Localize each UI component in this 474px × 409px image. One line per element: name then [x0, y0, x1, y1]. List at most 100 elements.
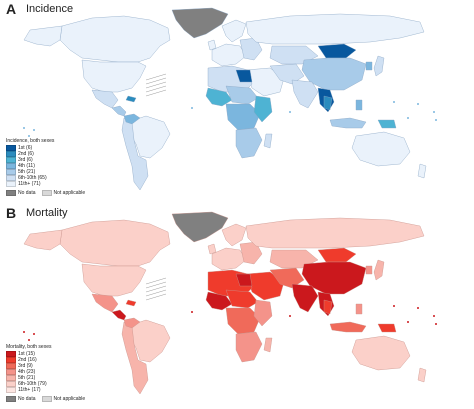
region-uk: [207, 39, 217, 51]
mortality-panel: B Mortality Mortality, both sexes 1st (1…: [0, 204, 474, 404]
legend-label: 4th (23): [18, 369, 36, 375]
legend-swatch: [6, 163, 16, 169]
panel-title: Mortality: [26, 207, 68, 219]
legend-row: 5th (21): [6, 375, 126, 381]
region-southern-africa: [235, 127, 263, 159]
legend-label: 3rd (9): [18, 363, 33, 369]
panel-letter: B: [6, 205, 17, 221]
legend-row: 3rd (6): [6, 157, 126, 163]
region-western-europe: [211, 247, 247, 271]
legend-swatch: [6, 145, 16, 151]
region-central-america: [111, 309, 127, 321]
legend-label: 5th (21): [18, 375, 36, 381]
region-middle-east: [245, 67, 285, 97]
mortality-world-map: [23, 211, 437, 395]
legend-swatch: [6, 157, 16, 163]
region-east-africa: [253, 95, 273, 123]
region-usa: [81, 263, 147, 297]
greenland: [171, 211, 229, 243]
legend-title: Mortality, both sexes: [6, 344, 52, 350]
region-china: [301, 261, 367, 295]
region-mexico: [91, 293, 119, 313]
island-markers: [23, 305, 437, 341]
legend-label: 6th-10th (79): [18, 381, 47, 387]
region-indonesia: [329, 117, 367, 129]
legend-swatch: [6, 369, 16, 375]
region-australia: [351, 335, 411, 371]
region-colombia: [123, 317, 141, 329]
region-russia: [245, 217, 425, 249]
legend-swatch: [6, 357, 16, 363]
legend-extra: No data Not applicable: [6, 190, 126, 196]
region-iran-pakistan: [269, 63, 305, 85]
region-thailand: [323, 95, 333, 111]
region-west-africa: [205, 87, 233, 107]
incidence-legend: Incidence, both sexes 1st (6) 2nd (6) 3r…: [6, 138, 126, 196]
region-sahel: [225, 289, 259, 309]
region-india: [291, 79, 319, 109]
region-central-asia: [269, 249, 319, 269]
greenland: [171, 7, 229, 39]
region-sahel: [225, 85, 259, 105]
region-iran-pakistan: [269, 267, 305, 289]
region-andes: [121, 117, 149, 191]
region-png: [377, 323, 397, 333]
legend-label: 11th+ (71): [18, 181, 41, 187]
region-andes: [121, 321, 149, 395]
region-egypt: [235, 273, 253, 287]
region-png: [377, 119, 397, 129]
region-southern-africa: [235, 331, 263, 363]
no-data-swatch: [6, 190, 16, 196]
legend-swatch: [6, 351, 16, 357]
legend-row: 6th-10th (79): [6, 381, 126, 387]
region-indonesia: [329, 321, 367, 333]
region-japan: [373, 55, 385, 77]
region-west-africa: [205, 291, 233, 311]
legend-row: 2nd (6): [6, 151, 126, 157]
region-colombia: [123, 113, 141, 125]
region-china: [301, 57, 367, 91]
legend-row: 11th+ (71): [6, 181, 126, 187]
legend-label: 5th (21): [18, 169, 36, 175]
region-india: [291, 283, 319, 313]
region-mongolia: [317, 247, 357, 263]
no-data-label: No data: [18, 396, 36, 402]
legend-swatch: [6, 181, 16, 187]
panel-title: Incidence: [26, 3, 74, 15]
not-applicable-label: Not applicable: [53, 190, 86, 196]
region-mexico: [91, 89, 119, 109]
legend-swatch: [6, 175, 16, 181]
region-alaska: [23, 229, 63, 251]
region-caribbean: [125, 95, 137, 103]
legend-row: 4th (11): [6, 163, 126, 169]
legend-label: 3rd (6): [18, 157, 33, 163]
legend-label: 4th (11): [18, 163, 35, 169]
region-korea: [365, 265, 373, 275]
no-data-label: No data: [18, 190, 36, 196]
mortality-legend: Mortality, both sexes 1st (15) 2nd (16) …: [6, 344, 126, 402]
region-western-europe: [211, 43, 247, 67]
legend-label: 6th-10th (65): [18, 175, 47, 181]
legend-swatch: [6, 363, 16, 369]
region-middle-east: [245, 271, 285, 301]
region-central-asia: [269, 45, 319, 65]
legend-row: 4th (23): [6, 369, 126, 375]
region-madagascar: [263, 133, 273, 149]
region-madagascar: [263, 337, 273, 353]
legend-label: 11th+ (17): [18, 387, 41, 393]
legend-swatch: [6, 375, 16, 381]
region-philippines: [355, 303, 363, 315]
legend-row: 3rd (9): [6, 363, 126, 369]
legend-label: 1st (15): [18, 351, 35, 357]
region-korea: [365, 61, 373, 71]
legend-row: 5th (21): [6, 169, 126, 175]
region-egypt: [235, 69, 253, 83]
region-japan: [373, 259, 385, 281]
island-markers: [23, 101, 437, 137]
region-russia: [245, 13, 425, 45]
region-philippines: [355, 99, 363, 111]
legend-row: 2nd (16): [6, 357, 126, 363]
legend-label: 2nd (6): [18, 151, 34, 157]
legend-title: Incidence, both sexes: [6, 138, 55, 144]
legend-row: 11th+ (17): [6, 387, 126, 393]
